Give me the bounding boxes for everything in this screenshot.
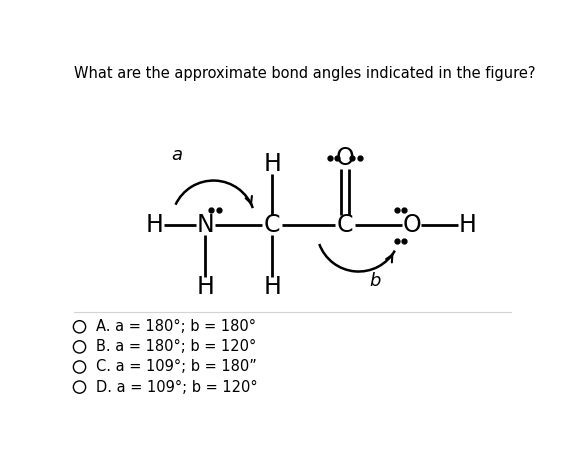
Text: O: O xyxy=(335,146,354,170)
Text: What are the approximate bond angles indicated in the figure?: What are the approximate bond angles ind… xyxy=(74,66,535,81)
Text: B. a = 180°; b = 120°: B. a = 180°; b = 120° xyxy=(96,340,257,354)
Text: O: O xyxy=(402,213,421,237)
Text: C: C xyxy=(264,213,281,237)
Text: C: C xyxy=(336,213,353,237)
Text: D. a = 109°; b = 120°: D. a = 109°; b = 120° xyxy=(96,380,258,394)
Text: A. a = 180°; b = 180°: A. a = 180°; b = 180° xyxy=(96,319,256,334)
Text: H: H xyxy=(146,213,164,237)
Text: N: N xyxy=(196,213,214,237)
Text: H: H xyxy=(459,213,476,237)
Text: b: b xyxy=(370,272,381,290)
Text: C. a = 109°; b = 180”: C. a = 109°; b = 180” xyxy=(96,360,257,374)
Text: H: H xyxy=(263,152,281,176)
Text: H: H xyxy=(196,275,214,298)
Text: H: H xyxy=(263,275,281,298)
Text: a: a xyxy=(172,146,183,165)
